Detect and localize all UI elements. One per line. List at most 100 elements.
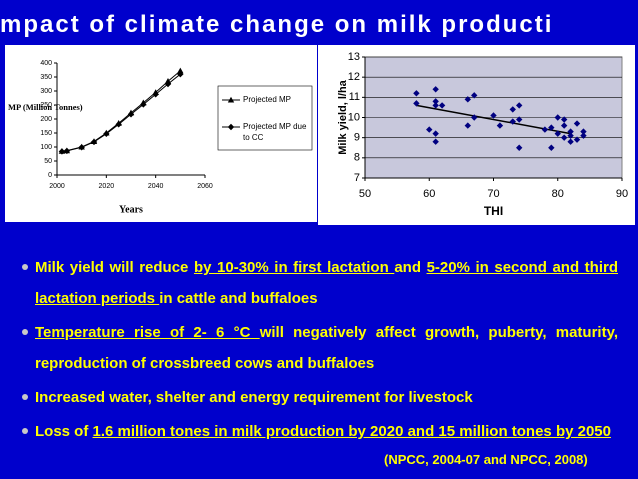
point <box>464 96 471 103</box>
bullet-text: 1.6 million tones in milk production by … <box>92 423 611 440</box>
point <box>432 86 439 93</box>
y-tick-label: 11 <box>349 91 360 103</box>
plot-area <box>57 63 205 175</box>
point <box>554 114 561 121</box>
bullet-text: Milk yield will reduce <box>35 259 194 276</box>
point <box>580 128 587 135</box>
y-tick-label: 12 <box>348 71 360 83</box>
legend-label-box: Projected MP <box>243 95 292 104</box>
y-tick-label: 10 <box>348 111 360 123</box>
point <box>580 132 587 139</box>
y-axis-label: MP (Million Tonnes) <box>8 102 83 112</box>
y-tick-label: 50 <box>44 158 52 165</box>
marker <box>58 148 66 155</box>
x-tick-label: 2060 <box>197 183 213 190</box>
point <box>548 144 555 151</box>
point <box>560 116 568 123</box>
slide-title: mpact of climate change on milk producti <box>0 11 554 38</box>
marker <box>115 121 122 128</box>
marker <box>177 71 184 78</box>
point <box>548 124 555 131</box>
charts: 0 50 100 150 200 250 300 350 400 2000 2020 2040 2060… <box>5 45 635 225</box>
point <box>567 128 574 135</box>
y-tick-label: 13 <box>348 51 360 63</box>
y-tick-label: 7 <box>354 172 360 184</box>
x-tick-label: 50 <box>359 188 371 200</box>
marker <box>227 96 235 103</box>
marker <box>177 67 184 74</box>
point <box>516 144 523 151</box>
point <box>509 106 516 113</box>
point <box>496 122 504 129</box>
bullet-list: Milk yield will reduce by 10-30% in firs… <box>22 252 618 450</box>
marker <box>78 144 85 151</box>
y-tick-label: 200 <box>40 116 52 123</box>
legend-label-box: Projected MP due to CC <box>243 122 307 142</box>
y-tick-label: 250 <box>40 102 52 109</box>
point <box>413 100 420 107</box>
x-tick-label: 70 <box>487 188 499 200</box>
point <box>432 102 439 109</box>
y-tick-label: 8 <box>354 152 360 164</box>
marker <box>152 91 159 98</box>
x-axis-label: THI <box>484 204 503 218</box>
bullet-text: will negatively affect growth, puberty, … <box>35 324 618 372</box>
point <box>567 138 574 145</box>
legend-label: Projected MP due to CC <box>243 122 307 142</box>
point <box>471 92 478 99</box>
y-tick-label: 350 <box>40 74 52 81</box>
marker <box>227 123 235 131</box>
marker <box>90 138 98 146</box>
marker <box>164 80 172 88</box>
y-tick-label: 150 <box>40 130 52 137</box>
y-axis-label: Milk yield, l/ha <box>337 79 349 154</box>
x-tick-label: 80 <box>552 188 564 200</box>
y-tick-label: 400 <box>40 60 52 67</box>
point <box>554 130 561 137</box>
point <box>516 102 523 109</box>
point <box>567 132 574 139</box>
y-tick-label: 300 <box>40 88 52 95</box>
point <box>560 122 568 129</box>
marker <box>103 130 110 138</box>
bullet-text: Increased water, shelter and energy requ… <box>35 389 473 406</box>
bullet-dot <box>22 264 28 270</box>
marker <box>63 147 71 155</box>
x-tick-label: 2020 <box>99 183 115 190</box>
point <box>471 114 478 121</box>
x-tick-label: 2000 <box>49 183 65 190</box>
bullet-text: in cattle and buffaloes <box>159 290 318 307</box>
legend-label: Projected MP <box>243 95 292 104</box>
bullet-dot <box>22 428 28 434</box>
point <box>432 130 439 137</box>
point <box>413 90 420 97</box>
bullet: Temperature rise of 2- 6 °C will negativ… <box>22 317 618 379</box>
bullet-text: Loss of <box>35 423 93 440</box>
point <box>541 126 549 133</box>
point <box>432 138 439 145</box>
bullet-text: by 10-30% in first lactation <box>193 259 395 276</box>
y-tick-label: 0 <box>48 172 52 179</box>
y-tick-label: 9 <box>354 132 360 144</box>
point <box>573 136 581 143</box>
x-tick-label: 2040 <box>148 183 164 190</box>
legend-box <box>217 85 313 151</box>
point <box>573 120 581 127</box>
bullet: Increased water, shelter and energy requ… <box>22 382 618 413</box>
bullet-dot <box>22 329 28 335</box>
marker <box>127 111 135 118</box>
bullet-text: and <box>394 259 427 276</box>
bullet-dot <box>22 394 28 400</box>
x-tick-label: 60 <box>423 188 435 200</box>
point <box>560 134 568 141</box>
point <box>490 112 497 119</box>
source: (NPCC, 2004-07 and NPCC, 2008) <box>384 452 588 467</box>
bullet-text: Temperature rise of 2- 6 °C <box>35 324 260 341</box>
point <box>432 98 439 105</box>
bullet: Milk yield will reduce by 10-30% in firs… <box>22 252 618 314</box>
point <box>464 122 471 129</box>
x-axis-label: Years <box>119 204 143 215</box>
y-tick-label: 100 <box>40 144 52 151</box>
point <box>438 102 446 109</box>
point <box>426 126 433 133</box>
